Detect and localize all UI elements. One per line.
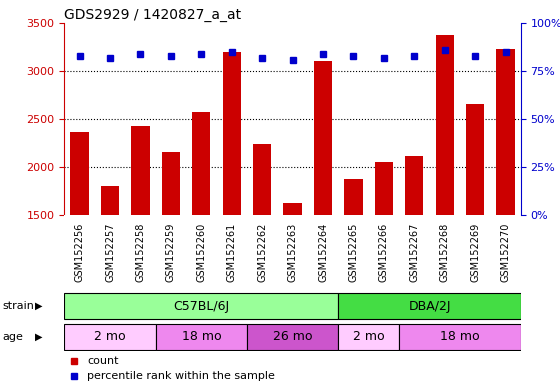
Bar — [253, 144, 271, 359]
Bar — [375, 162, 393, 359]
Bar — [344, 179, 362, 359]
Bar — [64, 293, 338, 319]
Text: GDS2929 / 1420827_a_at: GDS2929 / 1420827_a_at — [64, 8, 241, 22]
Bar — [283, 203, 302, 359]
Text: count: count — [87, 356, 119, 366]
Bar — [497, 49, 515, 359]
Bar — [71, 131, 88, 359]
Bar — [247, 324, 338, 350]
Text: DBA/2J: DBA/2J — [408, 300, 451, 313]
Text: 18 mo: 18 mo — [181, 331, 221, 343]
Bar — [338, 293, 521, 319]
Text: strain: strain — [3, 301, 35, 311]
Text: GSM152270: GSM152270 — [501, 223, 511, 282]
Bar — [399, 324, 521, 350]
Bar — [314, 61, 332, 359]
Text: age: age — [3, 332, 24, 342]
Text: GSM152268: GSM152268 — [440, 223, 450, 282]
Text: GSM152258: GSM152258 — [136, 223, 146, 282]
Text: GSM152259: GSM152259 — [166, 223, 176, 282]
Text: 2 mo: 2 mo — [353, 331, 385, 343]
Text: 26 mo: 26 mo — [273, 331, 312, 343]
Text: GSM152262: GSM152262 — [257, 223, 267, 282]
Text: GSM152263: GSM152263 — [288, 223, 297, 282]
Text: GSM152256: GSM152256 — [74, 223, 85, 282]
Bar — [64, 324, 156, 350]
Bar — [405, 157, 423, 359]
Bar — [132, 126, 150, 359]
Bar — [466, 104, 484, 359]
Bar — [162, 152, 180, 359]
Text: GSM152264: GSM152264 — [318, 223, 328, 282]
Text: GSM152269: GSM152269 — [470, 223, 480, 282]
Text: ▶: ▶ — [35, 301, 42, 311]
Bar — [192, 112, 211, 359]
Bar — [101, 186, 119, 359]
Text: 2 mo: 2 mo — [94, 331, 126, 343]
Text: percentile rank within the sample: percentile rank within the sample — [87, 371, 275, 381]
Text: GSM152260: GSM152260 — [197, 223, 206, 282]
Text: GSM152261: GSM152261 — [227, 223, 237, 282]
Bar — [436, 35, 454, 359]
Bar — [156, 324, 247, 350]
Text: 18 mo: 18 mo — [440, 331, 480, 343]
Text: GSM152265: GSM152265 — [348, 223, 358, 282]
Bar — [338, 324, 399, 350]
Text: ▶: ▶ — [35, 332, 42, 342]
Bar — [223, 52, 241, 359]
Text: GSM152266: GSM152266 — [379, 223, 389, 282]
Text: GSM152267: GSM152267 — [409, 223, 419, 282]
Text: C57BL/6J: C57BL/6J — [173, 300, 230, 313]
Text: GSM152257: GSM152257 — [105, 223, 115, 282]
